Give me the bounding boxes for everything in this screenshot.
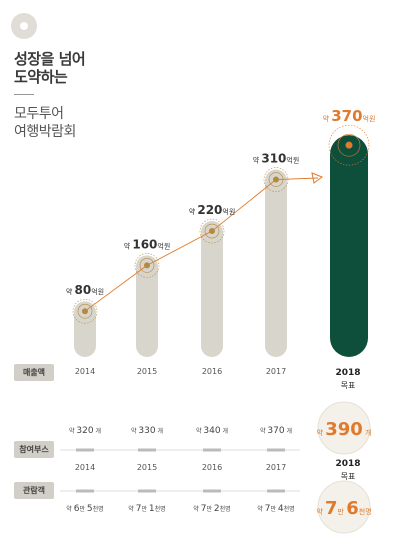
point-2017 bbox=[273, 176, 279, 183]
target-label-revenue: 목표 bbox=[340, 381, 356, 390]
value-label-2017: 약 310억원 bbox=[253, 152, 300, 166]
visitor-value-2016: 약 7만 2천명 bbox=[193, 504, 230, 514]
bar-2018 bbox=[330, 135, 368, 357]
year-label-2015: 2015 bbox=[137, 367, 157, 376]
point-ring-2018 bbox=[337, 133, 361, 157]
booth-value-2014: 약 320 개 bbox=[69, 426, 101, 436]
booth-year-2017: 2017 bbox=[266, 463, 286, 472]
point-ring-2017 bbox=[268, 172, 284, 187]
bar-2015 bbox=[136, 255, 158, 357]
booth-value-2015: 약 330 개 bbox=[131, 426, 163, 436]
row-label-booths: 참여부스 bbox=[14, 441, 54, 458]
booth-year-2016: 2016 bbox=[202, 463, 222, 472]
visitor-value-2015: 약 7만 1천명 bbox=[128, 504, 165, 514]
booth-year-2014: 2014 bbox=[75, 463, 95, 472]
point-2014 bbox=[82, 308, 88, 315]
point-ring-2016 bbox=[204, 223, 220, 239]
booth-value-2017: 약 370 개 bbox=[260, 426, 292, 436]
headline-line-1: 성장을 넘어 bbox=[14, 50, 86, 68]
point-ring-outer-2016 bbox=[199, 218, 225, 244]
target-label-booths: 목표 bbox=[340, 472, 356, 481]
point-ring-outer-2014 bbox=[72, 298, 98, 324]
point-2018 bbox=[345, 141, 353, 149]
target-year-revenue: 2018 bbox=[335, 368, 361, 378]
visitor-target-value: 약 7만 6천명 bbox=[316, 498, 371, 519]
row-label-visitors: 관람객 bbox=[14, 482, 54, 499]
value-label-2016: 약 220억원 bbox=[189, 203, 236, 217]
point-ring-outer-2015 bbox=[134, 253, 160, 278]
booth-target-value: 약 390 개 bbox=[317, 419, 372, 440]
subhead-line-2: 여행박람회 bbox=[14, 124, 76, 140]
headline-line-2: 도약하는 bbox=[14, 68, 68, 86]
point-ring-outer-2017 bbox=[263, 167, 289, 192]
divider bbox=[14, 94, 34, 95]
point-ring-outer-2018 bbox=[328, 124, 370, 166]
visitor-value-2014: 약 6만 5천명 bbox=[66, 504, 103, 514]
year-label-2014: 2014 bbox=[75, 367, 95, 376]
subhead-line-1: 모두투어 bbox=[14, 106, 64, 122]
visitor-target-circle bbox=[317, 480, 371, 534]
year-label-2017: 2017 bbox=[266, 367, 286, 376]
booth-year-2015: 2015 bbox=[137, 463, 157, 472]
target-year-booths: 2018 bbox=[335, 459, 361, 469]
bar-2017 bbox=[265, 169, 287, 357]
point-2015 bbox=[144, 262, 150, 269]
plane-icon bbox=[311, 172, 324, 184]
point-ring-2014 bbox=[77, 303, 93, 319]
booth-value-2016: 약 340 개 bbox=[196, 426, 228, 436]
point-2016 bbox=[209, 228, 215, 235]
value-label-2015: 약 160억원 bbox=[124, 237, 171, 251]
bar-2016 bbox=[201, 221, 223, 357]
visitor-value-2017: 약 7만 4천명 bbox=[257, 504, 294, 514]
row-label-revenue: 매출액 bbox=[14, 364, 54, 381]
value-label-2018: 약 370억원 bbox=[323, 107, 376, 125]
point-ring-2015 bbox=[139, 258, 155, 273]
logo-icon bbox=[11, 13, 37, 39]
value-label-2014: 약 80억원 bbox=[66, 283, 104, 297]
year-label-2016: 2016 bbox=[202, 367, 222, 376]
booth-target-circle bbox=[317, 401, 371, 455]
